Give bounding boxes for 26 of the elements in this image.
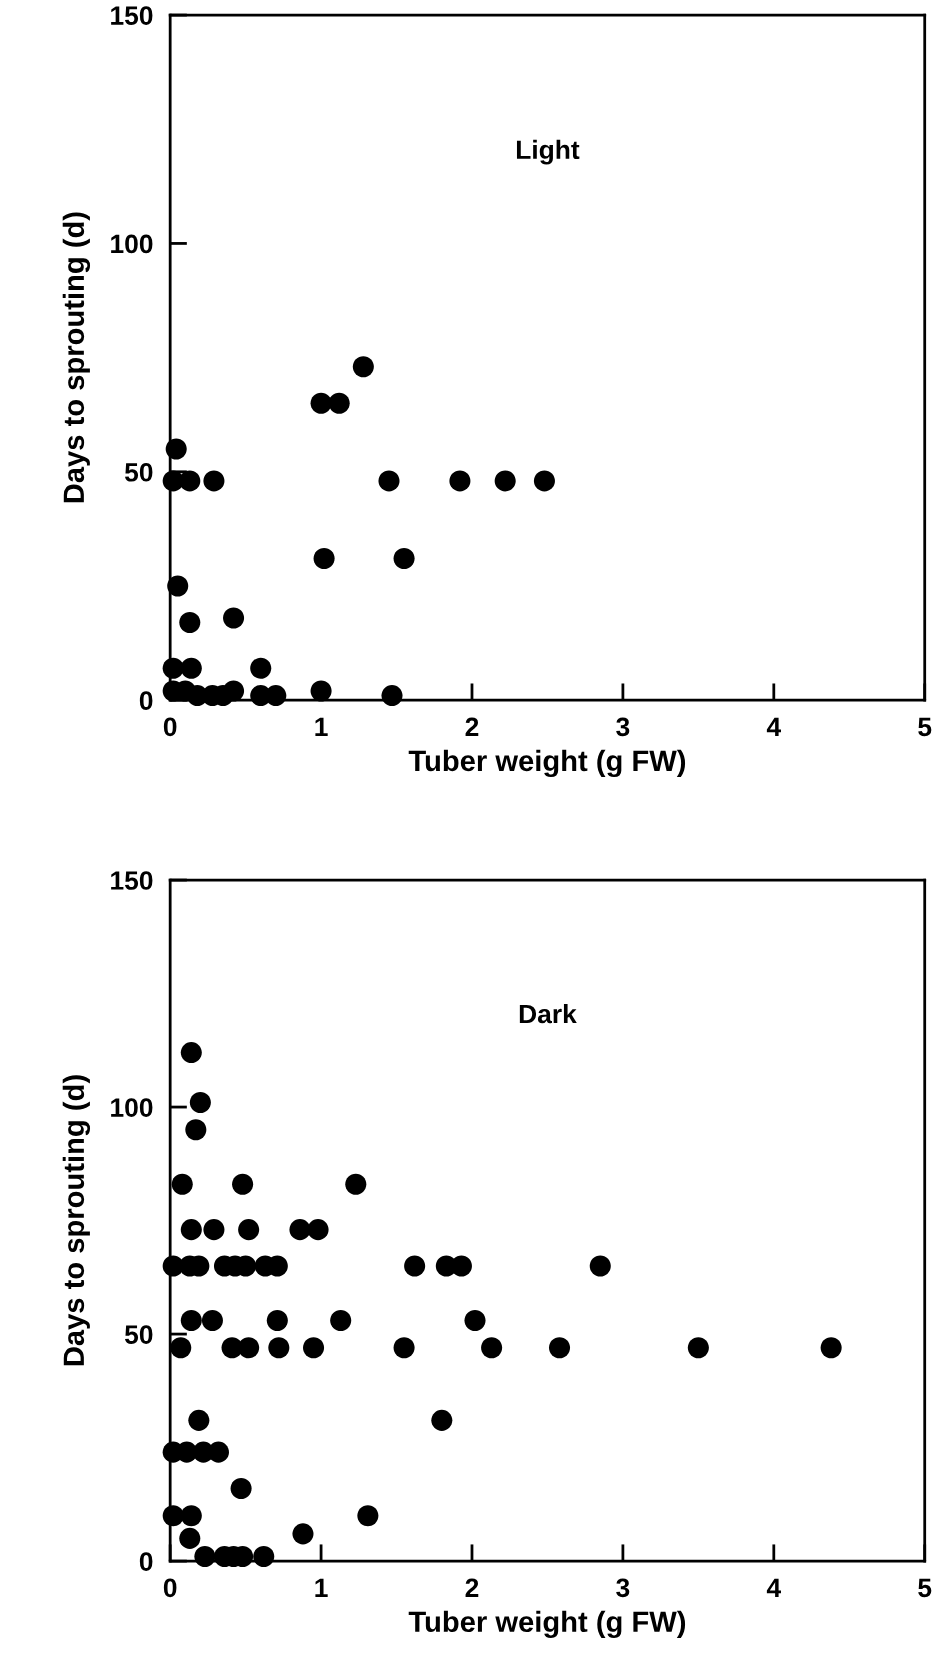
y-tick-label: 50 xyxy=(124,1325,153,1344)
y-axis-title: Days to sprouting (d) xyxy=(62,1075,91,1366)
x-tick-label: 4 xyxy=(766,717,781,736)
x-tick-label: 3 xyxy=(616,717,630,737)
x-tick-label: 2 xyxy=(465,1578,479,1597)
x-tick-label: 1 xyxy=(315,1578,328,1597)
text: Light xyxy=(516,139,580,165)
y-tick-label: 150 xyxy=(111,871,153,890)
x-tick-label: 3 xyxy=(616,1578,630,1598)
x-tick-label: 0 xyxy=(163,1578,177,1598)
x-axis-title: Tuber weight (g FW) xyxy=(408,1610,686,1639)
x-tick-label: 2 xyxy=(465,717,479,736)
y-tick-label: 50 xyxy=(124,462,153,482)
y-tick-label: 100 xyxy=(111,234,153,254)
x-tick-label: 5 xyxy=(918,717,932,737)
x-tick-label: 0 xyxy=(163,717,177,737)
y-tick-label: 100 xyxy=(111,1098,153,1117)
y-tick-label: 0 xyxy=(139,691,153,710)
x-tick-label: 5 xyxy=(918,1578,932,1598)
x-tick-label: 1 xyxy=(315,717,328,736)
text: Dark xyxy=(519,1003,577,1024)
y-axis-title: Days to sprouting (d) xyxy=(62,212,91,503)
y-tick-label: 150 xyxy=(111,6,153,25)
x-tick-label: 4 xyxy=(766,1578,781,1597)
x-axis-title: Tuber weight (g FW) xyxy=(408,749,686,778)
y-tick-label: 0 xyxy=(139,1552,153,1571)
